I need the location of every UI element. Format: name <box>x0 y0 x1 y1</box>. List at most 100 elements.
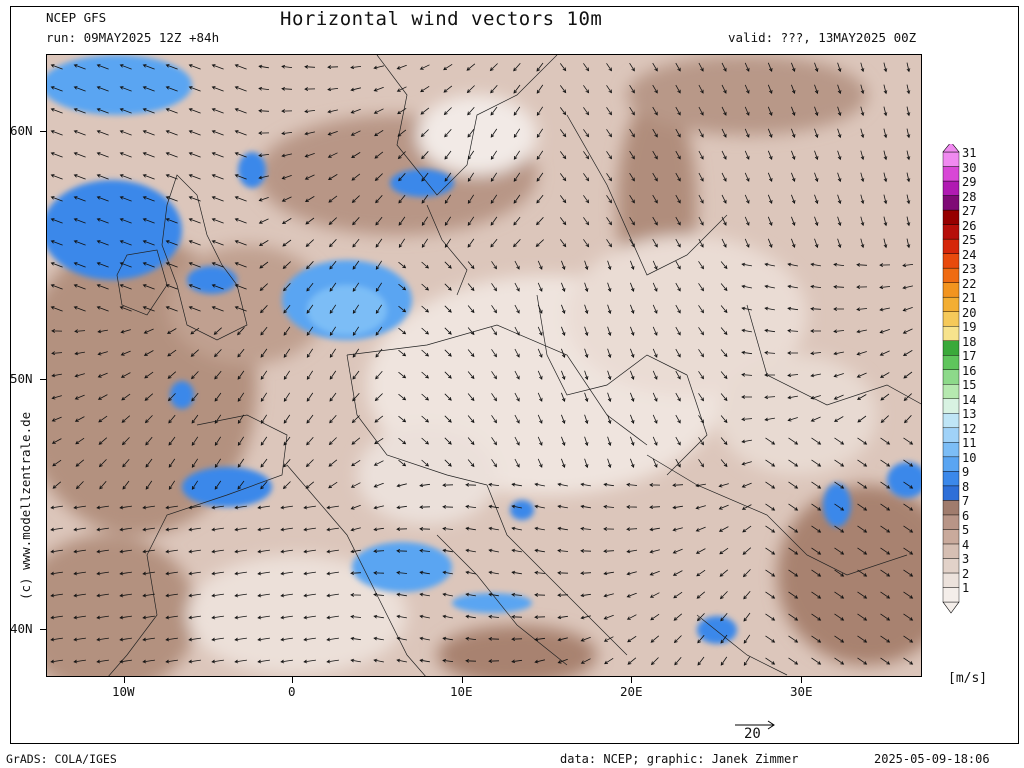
wind-arrow <box>75 481 84 490</box>
wind-arrow <box>167 371 177 379</box>
wind-arrow <box>211 108 224 114</box>
wind-arrow <box>834 459 845 467</box>
wind-arrow <box>630 326 635 336</box>
wind-arrow <box>465 659 477 663</box>
wind-arrow <box>860 84 865 95</box>
wind-arrow <box>98 415 108 423</box>
wind-arrow <box>673 613 683 621</box>
wind-arrow <box>810 416 821 422</box>
wind-arrow <box>764 328 776 333</box>
wind-arrow <box>742 525 752 533</box>
wind-arrow <box>260 392 268 402</box>
wind-arrow <box>465 504 477 509</box>
wind-arrow <box>142 262 155 268</box>
wind-arrow <box>695 526 706 532</box>
wind-arrow <box>50 196 63 202</box>
wind-arrow <box>537 260 543 270</box>
wind-arrow <box>860 194 865 205</box>
wind-arrow <box>350 593 362 597</box>
colorbar-level-label: 20 <box>962 305 977 320</box>
wind-arrow <box>906 238 911 249</box>
wind-arrow <box>352 304 360 314</box>
wind-arrow <box>833 284 845 289</box>
wind-arrow <box>306 326 314 336</box>
wind-arrow <box>652 172 658 182</box>
wind-arrow <box>833 307 844 311</box>
wind-arrow <box>720 415 728 424</box>
wind-arrow <box>350 658 361 663</box>
wind-arrow <box>837 238 842 249</box>
wind-arrow <box>283 326 291 336</box>
wind-arrow <box>258 131 270 135</box>
wind-arrow <box>122 458 130 468</box>
wind-arrow <box>810 395 821 400</box>
wind-arrow <box>467 305 475 314</box>
wind-arrow <box>326 637 339 642</box>
wind-arrow <box>50 86 63 92</box>
wind-arrow <box>419 570 430 575</box>
wind-arrow <box>444 415 452 423</box>
wind-arrow <box>856 394 867 400</box>
wind-arrow <box>879 285 891 290</box>
wind-arrow <box>652 216 658 226</box>
wind-arrow <box>860 62 865 73</box>
wind-arrow <box>51 416 62 422</box>
wind-arrow <box>511 526 522 531</box>
wind-arrow <box>814 128 819 139</box>
wind-arrow <box>373 571 385 575</box>
wind-arrow <box>165 306 178 312</box>
wind-arrow <box>675 260 681 270</box>
colorbar-swatch <box>942 572 960 588</box>
wind-arrow <box>557 637 568 642</box>
wind-arrow <box>121 393 131 401</box>
wind-arrow <box>328 217 337 225</box>
wind-arrow <box>697 656 705 666</box>
wind-arrow <box>73 659 86 664</box>
colorbar-level-label: 10 <box>962 450 977 465</box>
lon-tick <box>292 677 293 683</box>
wind-arrow <box>721 128 727 138</box>
wind-arrow <box>211 262 224 268</box>
wind-arrow <box>903 525 914 533</box>
wind-arrow <box>652 194 658 204</box>
wind-arrow <box>421 172 429 182</box>
wind-arrow <box>214 392 222 402</box>
colorbar-max-arrow <box>942 144 960 153</box>
wind-arrow <box>811 657 822 665</box>
wind-arrow <box>607 326 612 337</box>
wind-arrow <box>719 591 728 600</box>
wind-arrow <box>398 415 407 423</box>
colorbar-swatch <box>942 355 960 370</box>
wind-arrow <box>419 64 430 70</box>
lat-label-40n: 40N <box>10 621 33 636</box>
wind-arrow <box>744 62 750 72</box>
colorbar <box>942 144 960 614</box>
wind-arrow <box>143 328 154 334</box>
wind-arrow <box>534 659 545 664</box>
wind-arrow <box>626 549 637 554</box>
colorbar-swatch <box>942 166 960 182</box>
wind-arrow <box>96 64 109 70</box>
colorbar-swatch <box>942 442 960 458</box>
wind-arrow <box>561 392 566 402</box>
wind-arrow <box>329 370 337 380</box>
wind-arrow <box>603 527 615 531</box>
wind-arrow <box>119 174 132 180</box>
wind-arrow <box>834 591 845 599</box>
wind-arrow <box>607 436 612 447</box>
wind-arrow <box>50 262 63 268</box>
wind-arrow <box>652 282 658 292</box>
wind-arrow <box>166 328 177 334</box>
wind-arrow <box>283 370 291 380</box>
wind-arrow <box>559 151 567 160</box>
wind-arrow <box>903 591 914 599</box>
wind-arrow <box>260 305 268 314</box>
colorbar-level-label: 19 <box>962 320 977 335</box>
wind-arrow <box>350 549 361 554</box>
wind-arrow <box>536 128 544 138</box>
colorbar-swatch <box>942 543 960 559</box>
wind-arrow <box>580 504 591 509</box>
wind-arrow <box>329 414 337 424</box>
wind-arrow <box>514 436 520 446</box>
wind-arrow <box>398 305 407 313</box>
